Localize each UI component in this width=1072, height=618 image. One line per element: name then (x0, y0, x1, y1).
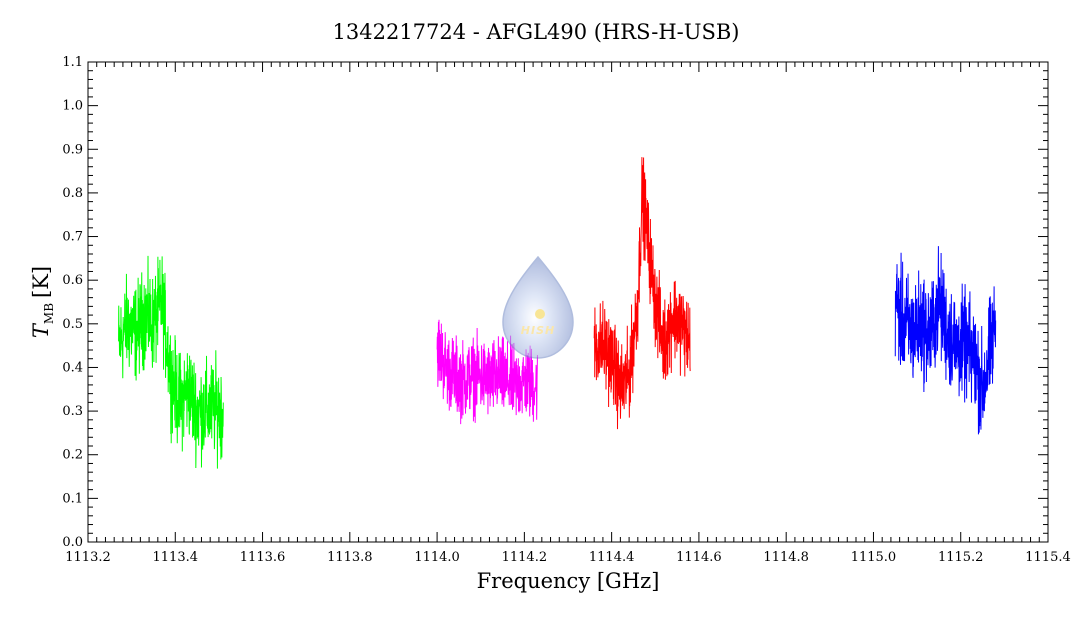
watermark-text: HISH (521, 324, 555, 337)
y-tick-label: 0.6 (62, 273, 83, 288)
y-axis-label-main: T (29, 322, 53, 338)
x-tick-labels: 1113.2 1113.4 1113.6 1113.8 1114.0 1114.2 1114… (65, 550, 1071, 565)
y-tick-label: 0.5 (62, 317, 83, 332)
y-tick-label: 0.1 (62, 491, 83, 506)
spectrum-series-2 (436, 319, 538, 425)
y-tick-label: 0.3 (62, 404, 83, 419)
y-tick-label: 0.9 (62, 142, 83, 157)
x-tick-label: 1114.6 (676, 550, 722, 565)
series-layer (118, 157, 997, 469)
y-tick-label: 0.4 (62, 360, 83, 375)
spectrum-series-3 (593, 157, 691, 430)
y-axis-label: TMB [K] (29, 266, 56, 338)
star-icon (535, 309, 545, 319)
x-tick-label: 1113.2 (65, 550, 111, 565)
x-tick-label: 1115.2 (938, 550, 984, 565)
spectrum-series-1 (118, 255, 224, 469)
x-tick-label: 1114.2 (502, 550, 548, 565)
drop-icon (502, 255, 574, 359)
y-tick-label: 1.1 (62, 55, 83, 70)
x-tick-label: 1114.0 (414, 550, 460, 565)
x-tick-label: 1114.4 (589, 550, 635, 565)
x-tick-label: 1115.4 (1025, 550, 1071, 565)
x-tick-label: 1113.6 (240, 550, 286, 565)
y-tick-label: 0.8 (62, 186, 83, 201)
x-axis-label: Frequency [GHz] (477, 569, 660, 593)
ticks-layer (87, 61, 1049, 543)
y-tick-label: 0.0 (62, 535, 83, 550)
y-tick-label: 1.0 (62, 99, 83, 114)
y-axis-label-sub: MB (42, 303, 56, 324)
x-tick-label: 1113.8 (327, 550, 373, 565)
x-tick-label: 1114.8 (763, 550, 809, 565)
chart-title: 1342217724 - AFGL490 (HRS-H-USB) (333, 20, 740, 44)
y-tick-labels: 0.0 0.1 0.2 0.3 0.4 0.5 0.6 0.7 0.8 0.9 1.0 1.1 (62, 55, 83, 550)
y-tick-label: 0.2 (62, 448, 83, 463)
x-tick-label: 1115.0 (851, 550, 897, 565)
y-tick-label: 0.7 (62, 230, 83, 245)
spectrum-series-4 (894, 246, 997, 435)
y-axis-label-unit: [K] (29, 266, 53, 298)
wish-logo-watermark: HISH (502, 255, 574, 359)
x-tick-label: 1113.4 (153, 550, 199, 565)
